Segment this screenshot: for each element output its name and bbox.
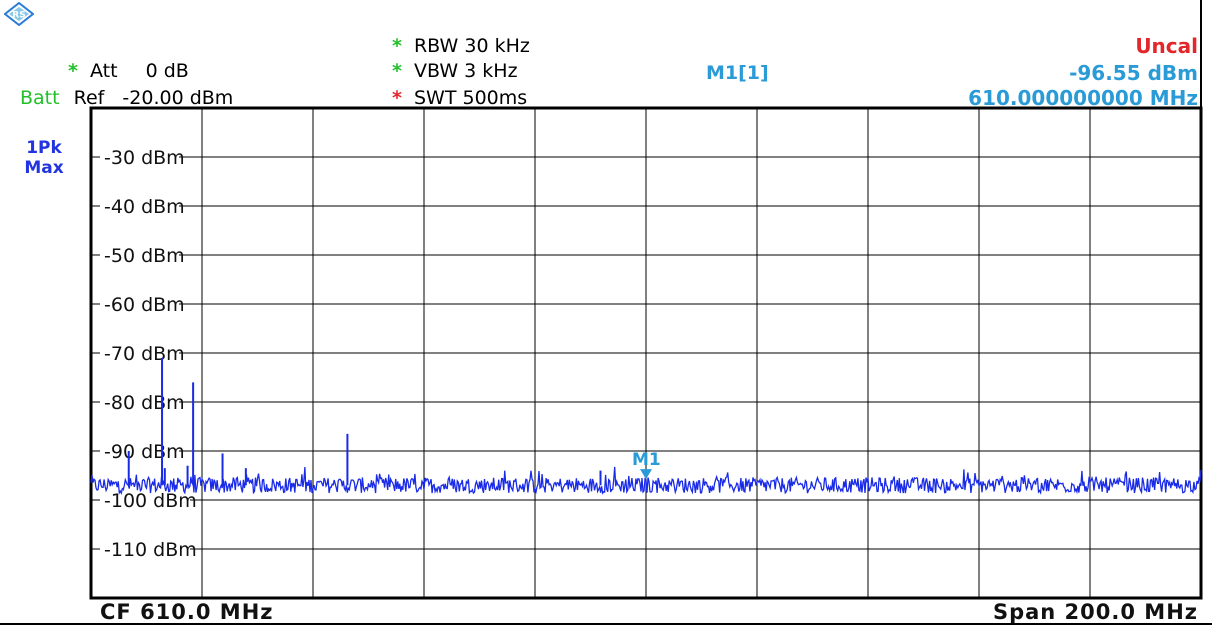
y-tick-label: -100 dBm xyxy=(104,490,197,512)
att-value: 0 dB xyxy=(145,60,189,82)
y-tick-label: -90 dBm xyxy=(104,441,185,463)
y-tick-label: -30 dBm xyxy=(104,147,185,169)
y-tick-label-bg xyxy=(100,488,190,511)
trace-mode-line1: 1Pk xyxy=(26,138,62,158)
y-tick-label: -60 dBm xyxy=(104,294,185,316)
y-tick-label-bg xyxy=(100,341,179,364)
y-tick-label-bg xyxy=(100,194,179,217)
span-value: Span 200.0 MHz xyxy=(992,600,1198,624)
svg-text:RS: RS xyxy=(12,11,25,21)
rbw-star-icon: * xyxy=(392,35,402,57)
y-tick-label: -50 dBm xyxy=(104,245,185,267)
marker-triangle-icon xyxy=(640,469,652,480)
uncal-label: Uncal xyxy=(1135,34,1198,58)
y-tick-label-bg xyxy=(100,243,179,266)
ref-setting: Batt Ref -20.00 dBm xyxy=(20,88,233,108)
marker-frequency: 610.000000000 MHz xyxy=(968,86,1198,110)
y-axis-ticks: -30 dBm -40 dBm -50 dBm -60 dBm -70 dBm -80 d… xyxy=(100,145,197,561)
marker-name: M1 xyxy=(632,450,661,470)
batt-label: Batt xyxy=(20,87,60,109)
marker-m1[interactable]: M1 xyxy=(632,450,661,480)
ref-value: -20.00 dBm xyxy=(122,87,234,109)
y-tick-label: -70 dBm xyxy=(104,343,185,365)
trace-mode-line2: Max xyxy=(24,158,64,178)
vbw-label: VBW 3 kHz xyxy=(413,60,518,82)
vbw-star-icon: * xyxy=(392,60,402,82)
rohde-schwarz-logo-icon: RS xyxy=(4,2,34,26)
swt-setting: * SWT 500ms xyxy=(392,88,527,108)
grid-lines xyxy=(91,108,1201,598)
rbw-setting: * RBW 30 kHz xyxy=(392,36,530,56)
att-setting: * Att 0 dB xyxy=(68,61,189,81)
y-tick-label-bg xyxy=(100,145,179,168)
y-tick-label-bg xyxy=(100,390,179,413)
center-frequency: CF 610.0 MHz xyxy=(100,600,274,624)
spur-peaks xyxy=(127,357,602,486)
y-tick-label-bg xyxy=(100,537,190,560)
ref-label: Ref xyxy=(73,87,105,109)
att-star-icon: * xyxy=(68,60,78,82)
swt-label: SWT 500ms xyxy=(413,87,528,109)
rbw-label: RBW 30 kHz xyxy=(413,35,530,57)
y-tick-label: -40 dBm xyxy=(104,196,185,218)
att-label: Att xyxy=(89,60,118,82)
trace-line xyxy=(90,466,1202,496)
y-tick-label-bg xyxy=(100,292,179,315)
y-tick-label: -80 dBm xyxy=(104,392,185,414)
y-tick-label: -110 dBm xyxy=(104,539,197,561)
marker-label: M1[1] xyxy=(706,62,769,84)
swt-star-icon: * xyxy=(392,87,402,109)
vbw-setting: * VBW 3 kHz xyxy=(392,61,518,81)
marker-level: -96.55 dBm xyxy=(1069,61,1198,85)
y-tick-label-bg xyxy=(100,439,179,462)
